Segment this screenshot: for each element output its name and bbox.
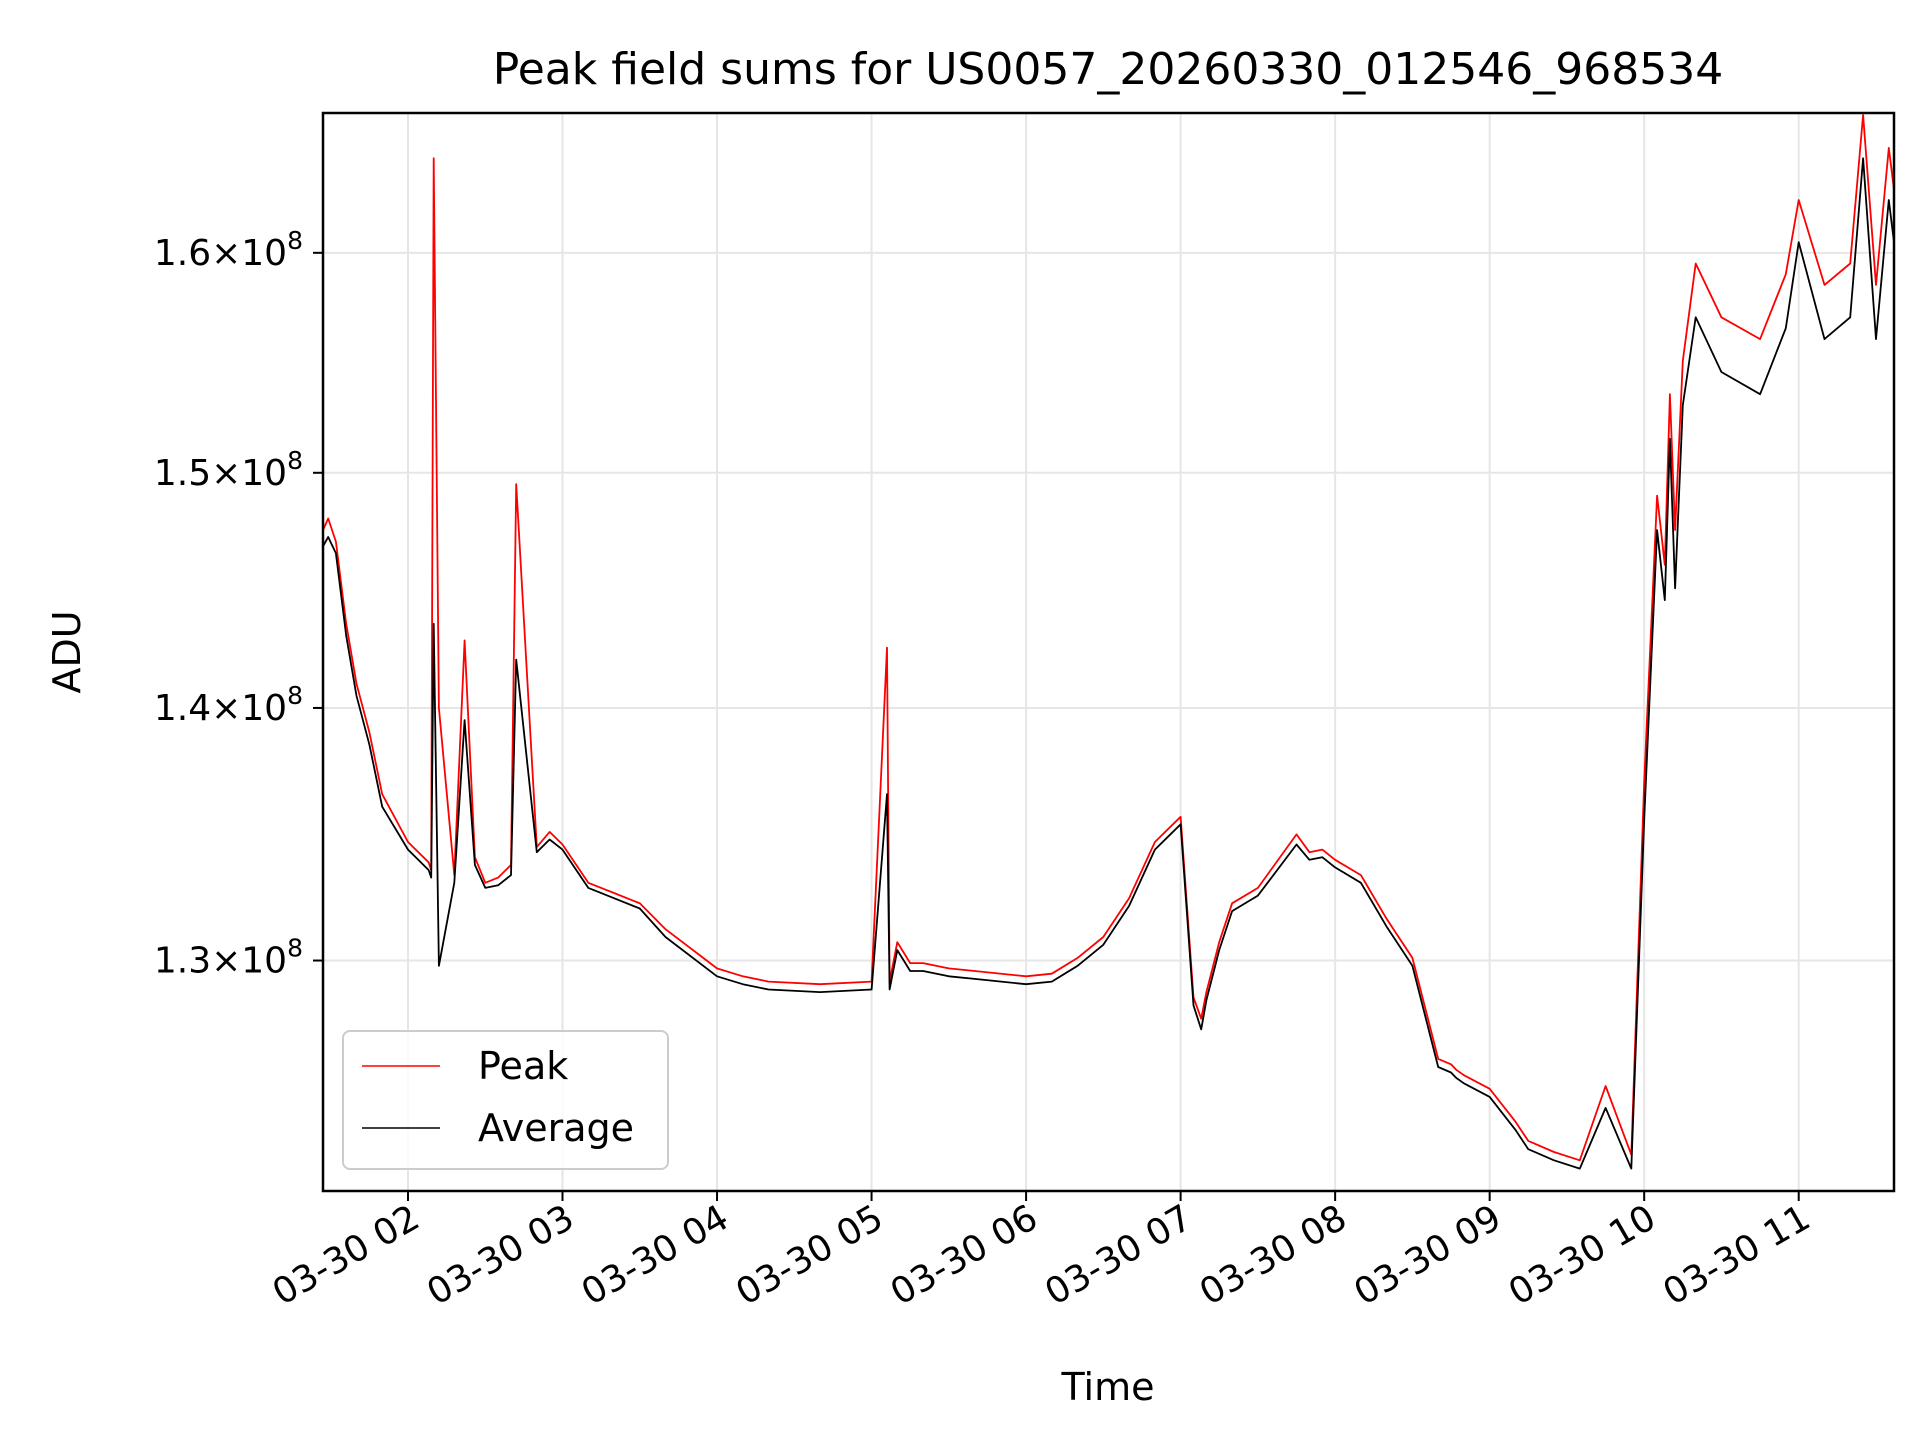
series-layer: [322, 114, 1895, 1170]
series-line-peak: [322, 114, 1895, 1162]
legend-label-peak: Peak: [478, 1044, 568, 1088]
y-tick-label: 1.3×108: [154, 934, 303, 982]
y-tick-label: 1.6×108: [154, 226, 303, 274]
legend-label-average: Average: [478, 1106, 634, 1150]
series-line-average: [322, 157, 1895, 1170]
grid-layer: [323, 113, 1894, 1191]
y-tick-label: 1.4×108: [154, 681, 303, 729]
legend: Peak Average: [342, 1030, 669, 1170]
chart-title: Peak field sums for US0057_20260330_0125…: [493, 44, 1723, 95]
y-axis-ticks: 1.3×108 1.4×108 1.5×108 1.6×108: [154, 226, 323, 982]
y-axis-label: ADU: [45, 610, 89, 693]
y-tick-label: 1.5×108: [154, 446, 303, 494]
x-axis-label: Time: [1061, 1365, 1155, 1409]
plot-frame: [321, 111, 1896, 1193]
